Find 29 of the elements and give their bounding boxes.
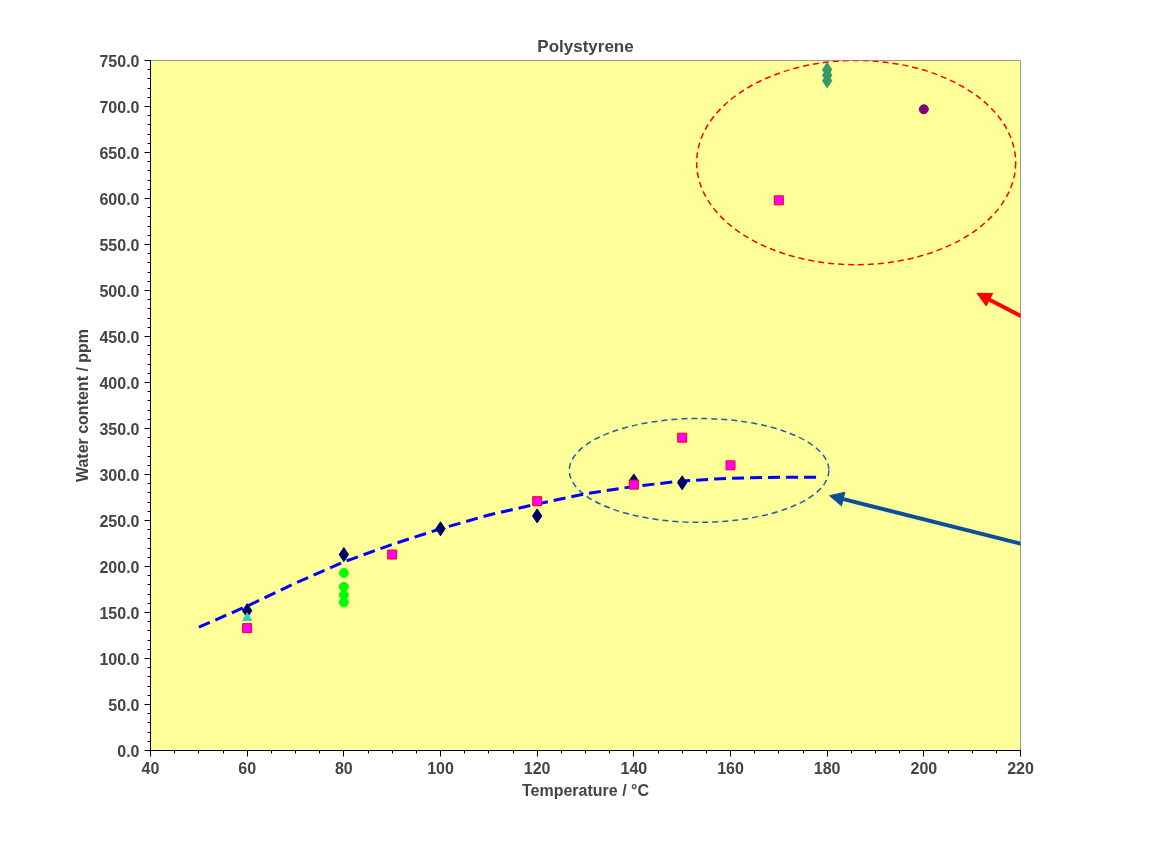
y-tick-label: 600.0: [99, 190, 140, 208]
x-tick-label: 160: [717, 759, 744, 777]
x-tick-label: 40: [141, 759, 160, 777]
x-tick-label: 140: [620, 759, 648, 777]
y-tick-label: 700.0: [99, 98, 140, 116]
y-tick-label: 750.0: [99, 52, 140, 70]
x-tick-label: 100: [427, 759, 454, 777]
y-tick-label: 200.0: [99, 558, 140, 576]
y-tick-label: 350.0: [99, 420, 140, 438]
x-tick-label: 120: [523, 759, 551, 777]
y-tick-label: 150.0: [99, 604, 140, 622]
y-tick-label: 50.0: [108, 696, 140, 714]
y-tick-label: 500.0: [99, 282, 140, 300]
x-axis-title: Temperature / °C: [521, 781, 650, 799]
x-tick-label: 60: [238, 759, 257, 777]
y-tick-label: 650.0: [99, 144, 140, 162]
x-tick-label: 80: [334, 759, 353, 777]
chart-title: Polystyrene: [537, 36, 634, 56]
x-tick-label: 180: [813, 759, 841, 777]
y-tick-label: 450.0: [99, 328, 140, 346]
y-tick-label: 400.0: [99, 374, 140, 392]
y-tick-label: 250.0: [99, 512, 140, 530]
x-tick-label: 220: [1007, 759, 1034, 777]
y-tick-label: 550.0: [99, 236, 140, 254]
y-tick-label: 0.0: [117, 742, 140, 760]
y-axis-title: Water content / ppm: [74, 328, 92, 483]
y-tick-label: 100.0: [99, 650, 140, 668]
x-tick-label: 200: [910, 759, 938, 777]
y-tick-label: 300.0: [99, 466, 140, 484]
